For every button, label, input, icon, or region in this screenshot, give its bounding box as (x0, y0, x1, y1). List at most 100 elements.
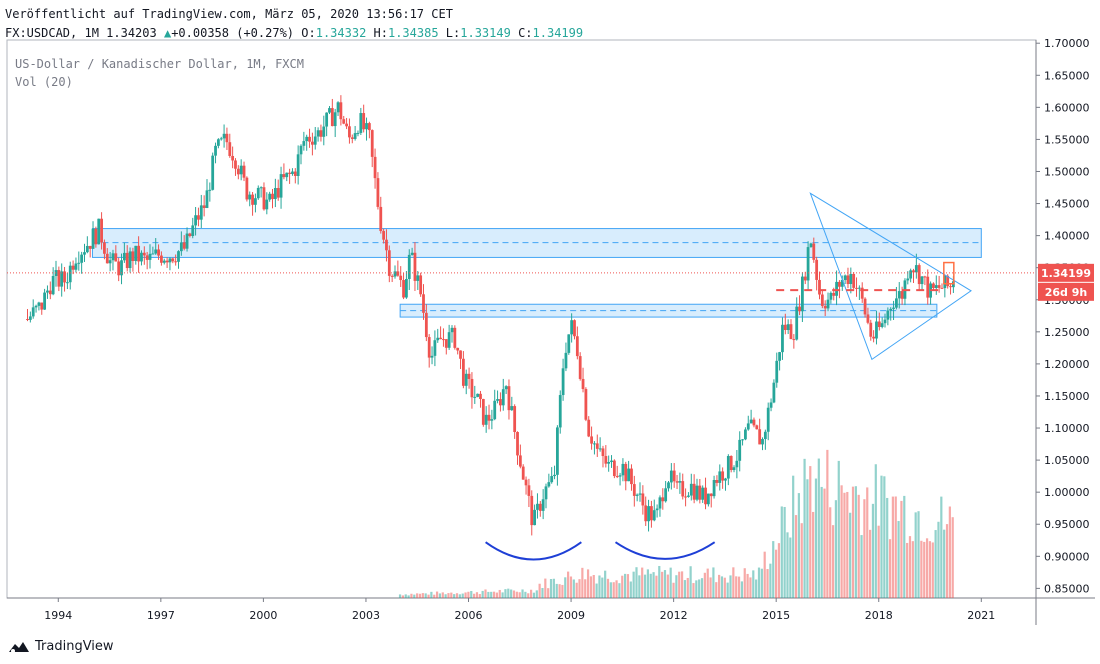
volume-bar (578, 579, 581, 598)
y-tick-label: 1.40000 (1044, 230, 1090, 243)
volume-bar (584, 579, 587, 598)
candle-body (390, 275, 394, 277)
candle-body (541, 499, 545, 511)
volume-bar (547, 588, 550, 598)
candle-body (823, 305, 827, 309)
candle-body (698, 485, 702, 500)
candle-body (538, 503, 542, 511)
candle-body (31, 307, 35, 317)
candle-body (254, 198, 257, 205)
y-tick-label: 1.45000 (1044, 198, 1090, 211)
volume-bar (669, 567, 672, 598)
volume-bar (416, 593, 419, 598)
candle-body (946, 275, 950, 287)
candle-body (367, 123, 371, 131)
candle-body (459, 350, 462, 359)
volume-bar (743, 568, 746, 598)
candle-body (353, 133, 357, 139)
candle-body (490, 419, 494, 421)
volume-bar (900, 500, 903, 598)
volume-bar (492, 591, 496, 598)
candle-body (550, 476, 554, 483)
candle-body (561, 368, 565, 396)
candle-body (818, 279, 821, 295)
candle-body (148, 253, 152, 260)
volume-bar (874, 464, 877, 598)
volume-bar (612, 582, 615, 598)
volume-bar (638, 575, 641, 598)
volume-bar (746, 573, 749, 598)
candle-body (892, 307, 895, 309)
candle-body (424, 312, 428, 338)
volume-bar (803, 458, 806, 598)
candle-body (786, 324, 790, 330)
volume-bar (769, 563, 772, 598)
candle-body (766, 407, 770, 432)
candle-body (852, 273, 856, 288)
candle-body (271, 193, 274, 200)
volume-bar (515, 591, 518, 598)
x-tick-label: 2021 (967, 609, 995, 622)
candle-body (521, 466, 525, 480)
volume-bar (871, 503, 875, 598)
candle-body (587, 419, 591, 437)
candle-body (197, 215, 200, 220)
volume-bar (458, 594, 461, 598)
candle-body (638, 493, 642, 495)
candle-body (461, 358, 465, 386)
x-tick-label: 1997 (147, 609, 175, 622)
y-tick-label: 1.70000 (1044, 37, 1090, 50)
volume-bar (658, 565, 661, 598)
volume-bar (860, 535, 863, 598)
candle-body (658, 497, 662, 509)
volume-bar (820, 486, 823, 598)
candle-body (553, 474, 556, 477)
volume-bar (817, 458, 820, 598)
candle-body (729, 455, 733, 471)
candle-body (157, 249, 160, 256)
volume-bar (712, 567, 715, 598)
volume-bar (703, 572, 706, 598)
candle-body (313, 136, 317, 145)
candle-body (453, 327, 457, 348)
candle-body (752, 419, 756, 426)
candle-body (872, 336, 876, 339)
volume-bar (447, 593, 450, 598)
candle-body (154, 249, 158, 254)
candle-body (387, 250, 391, 276)
candle-body (840, 280, 844, 287)
volume-bar (786, 532, 789, 598)
volume-bar (475, 592, 479, 598)
candle-body (678, 481, 682, 483)
candle-body (516, 432, 519, 456)
volume-bar (934, 530, 937, 598)
volume-bar (444, 594, 447, 598)
volume-bar (843, 492, 846, 598)
candle-body (199, 205, 203, 220)
high-value: 1.34385 (387, 26, 439, 40)
candle-body (77, 262, 81, 264)
candle-body (310, 141, 314, 145)
y-tick-label: 1.60000 (1044, 101, 1090, 114)
candle-body (547, 482, 551, 487)
volume-bar (512, 590, 516, 598)
volume-bar (623, 573, 627, 598)
volume-bar (763, 551, 766, 598)
candle-body (843, 275, 847, 281)
volume-bar (592, 574, 595, 598)
volume-bar (883, 476, 886, 598)
footer-brand[interactable]: TradingView (8, 639, 114, 654)
candle-body (28, 316, 32, 320)
candle-body (820, 294, 824, 306)
candle-body (573, 320, 576, 337)
x-tick-label: 2015 (762, 609, 790, 622)
candle-body (889, 308, 893, 311)
candle-body (809, 243, 813, 248)
volume-bar (572, 579, 575, 598)
volume-bar (632, 571, 635, 598)
volume-bar (455, 593, 459, 598)
volume-bar (424, 593, 427, 598)
candle-body (379, 206, 383, 232)
volume-bar (911, 541, 914, 598)
